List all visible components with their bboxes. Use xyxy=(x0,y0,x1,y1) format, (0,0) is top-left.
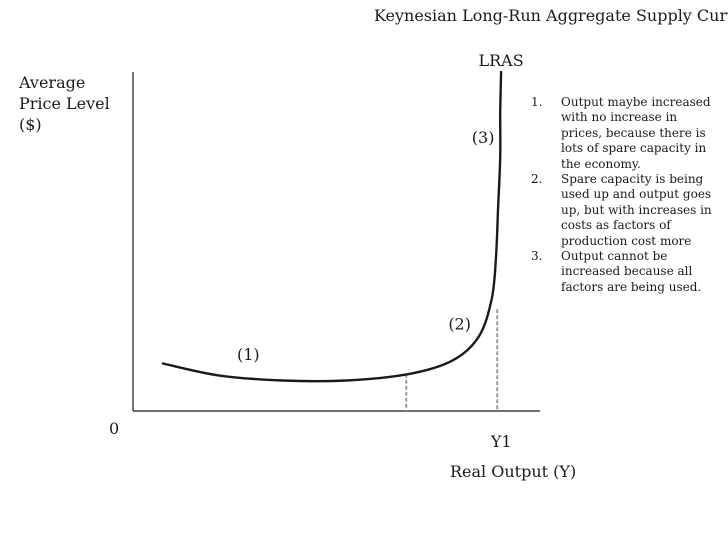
lras-curve xyxy=(161,70,503,383)
y-axis-label-line-2: Price Level xyxy=(19,94,110,113)
note-item: 2. Spare capacity is being used up and o… xyxy=(528,172,718,249)
x-marker-label-y1: Y1 xyxy=(490,432,512,451)
y-axis-label-line-1: Average xyxy=(19,73,86,92)
region-label-2: (2) xyxy=(448,315,471,334)
series-label-lras: LRAS xyxy=(478,51,523,70)
note-text: Output maybe increased with no increase … xyxy=(561,95,711,171)
explanation-list: 1. Output maybe increased with no increa… xyxy=(528,95,718,295)
region-label-3: (3) xyxy=(472,128,495,147)
note-number: 2. xyxy=(531,172,543,187)
note-text: Output cannot be increased because all f… xyxy=(561,249,702,294)
note-number: 1. xyxy=(531,95,543,109)
y-axis-label: Average Price Level ($) xyxy=(19,72,129,135)
region-label-1: (1) xyxy=(237,345,260,364)
chart-title: Keynesian Long-Run Aggregate Supply Curv… xyxy=(374,6,728,25)
x-axis-label: Real Output (Y) xyxy=(450,462,577,481)
note-number: 3. xyxy=(531,249,543,264)
note-item: 1. Output maybe increased with no increa… xyxy=(528,95,718,172)
note-text: Spare capacity is being used up and outp… xyxy=(561,172,712,248)
note-item: 3. Output cannot be increased because al… xyxy=(528,249,718,295)
y-axis-label-line-3: ($) xyxy=(19,115,42,134)
origin-label: 0 xyxy=(109,419,120,438)
